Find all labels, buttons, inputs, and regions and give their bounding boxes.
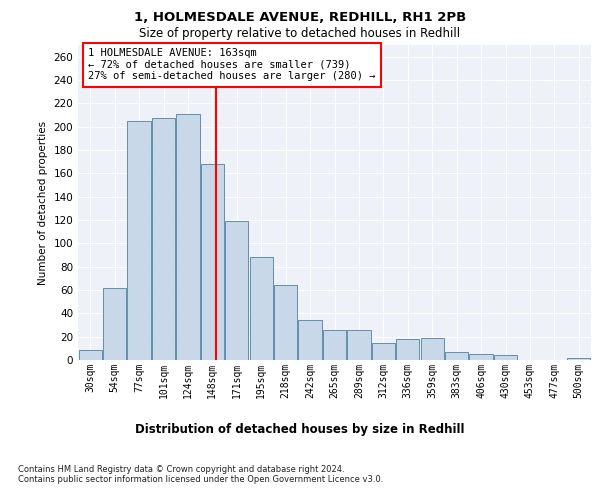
- Bar: [225, 221, 248, 360]
- Bar: [396, 339, 419, 360]
- Bar: [201, 164, 224, 360]
- Text: 1, HOLMESDALE AVENUE, REDHILL, RH1 2PB: 1, HOLMESDALE AVENUE, REDHILL, RH1 2PB: [134, 11, 466, 24]
- Bar: [347, 330, 371, 360]
- Bar: [445, 352, 468, 360]
- Text: Distribution of detached houses by size in Redhill: Distribution of detached houses by size …: [135, 422, 465, 436]
- Bar: [469, 354, 493, 360]
- Bar: [323, 330, 346, 360]
- Text: Size of property relative to detached houses in Redhill: Size of property relative to detached ho…: [139, 28, 461, 40]
- Bar: [176, 114, 200, 360]
- Bar: [494, 356, 517, 360]
- Bar: [152, 118, 175, 360]
- Bar: [298, 320, 322, 360]
- Bar: [372, 342, 395, 360]
- Bar: [250, 258, 273, 360]
- Bar: [127, 121, 151, 360]
- Bar: [103, 288, 126, 360]
- Bar: [274, 286, 297, 360]
- Bar: [421, 338, 444, 360]
- Text: 1 HOLMESDALE AVENUE: 163sqm
← 72% of detached houses are smaller (739)
27% of se: 1 HOLMESDALE AVENUE: 163sqm ← 72% of det…: [88, 48, 376, 82]
- Y-axis label: Number of detached properties: Number of detached properties: [38, 120, 48, 284]
- Bar: [567, 358, 590, 360]
- Text: Contains HM Land Registry data © Crown copyright and database right 2024.
Contai: Contains HM Land Registry data © Crown c…: [18, 465, 383, 484]
- Bar: [79, 350, 102, 360]
